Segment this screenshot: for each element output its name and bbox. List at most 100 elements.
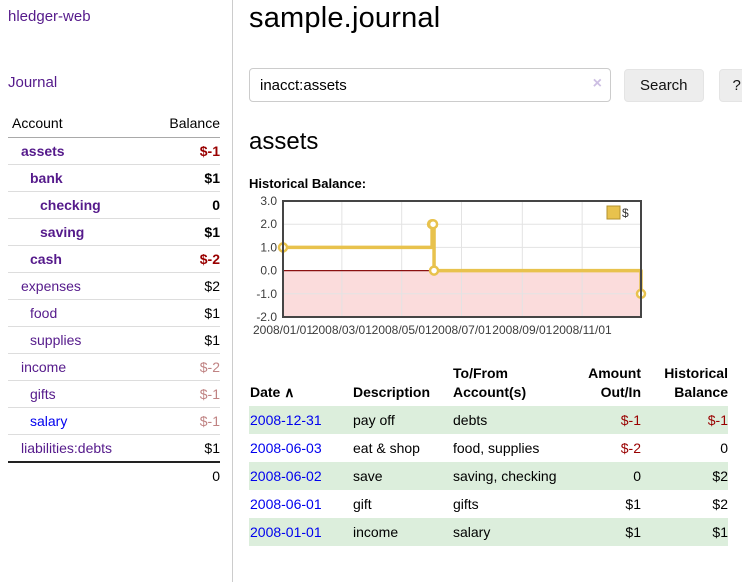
account-link[interactable]: supplies xyxy=(30,332,82,348)
svg-text:2.0: 2.0 xyxy=(260,217,277,231)
account-balance: $-1 xyxy=(199,143,220,159)
account-row: food $1 xyxy=(8,299,220,327)
account-row: saving $1 xyxy=(8,218,220,246)
main-content: sample.journal × Search ? assets Histori… xyxy=(233,0,742,582)
account-heading: assets xyxy=(249,128,319,155)
search-button[interactable]: Search xyxy=(624,68,704,102)
account-balance: 0 xyxy=(147,191,220,219)
transaction-balance: $2 xyxy=(712,468,728,484)
transaction-accounts: food, supplies xyxy=(453,440,540,456)
sidebar-item-journal[interactable]: Journal xyxy=(8,74,58,91)
search-box: × xyxy=(249,68,611,102)
account-link[interactable]: gifts xyxy=(30,386,56,402)
svg-text:2008/09/01: 2008/09/01 xyxy=(492,323,552,337)
accounts-header-balance: Balance xyxy=(147,112,220,138)
transaction-row: 2008-12-31 pay off debts $-1 $-1 xyxy=(249,406,728,434)
svg-text:$: $ xyxy=(622,206,629,220)
register-header-amount: Amount Out/In xyxy=(588,365,641,400)
transaction-row: 2008-01-01 income salary $1 $1 xyxy=(249,518,728,546)
search-help-button[interactable]: ? xyxy=(718,68,742,102)
account-link[interactable]: expenses xyxy=(21,278,81,294)
account-balance: $1 xyxy=(147,218,220,246)
account-row: cash $-2 xyxy=(8,245,220,273)
account-row: checking 0 xyxy=(8,191,220,219)
transaction-description: gift xyxy=(353,496,372,512)
account-balance: $-1 xyxy=(147,380,220,408)
transaction-accounts: saving, checking xyxy=(453,468,557,484)
transaction-date-link[interactable]: 2008-06-03 xyxy=(250,440,322,456)
accounts-table: Account Balance assets $-1 bank $1 checking 0… xyxy=(8,112,220,489)
account-link[interactable]: cash xyxy=(30,251,62,267)
sidebar: hledger-web Journal Account Balance asse… xyxy=(0,0,233,582)
transaction-amount: $-2 xyxy=(620,440,641,456)
search-input[interactable] xyxy=(249,68,611,102)
account-link[interactable]: bank xyxy=(30,170,63,186)
transaction-description: eat & shop xyxy=(353,440,420,456)
account-link[interactable]: assets xyxy=(21,143,65,159)
register-table-body: 2008-12-31 pay off debts $-1 $-1 2008-06-03 ea… xyxy=(249,406,728,546)
transaction-accounts: gifts xyxy=(453,496,479,512)
svg-text:1.0: 1.0 xyxy=(260,240,277,254)
transaction-description: pay off xyxy=(353,412,395,428)
register-header-balance: Historical Balance xyxy=(664,365,728,400)
register-header-date[interactable]: Date ∧ xyxy=(250,384,295,400)
svg-text:2008/01/01: 2008/01/01 xyxy=(253,323,313,337)
transaction-amount: $-1 xyxy=(620,412,641,428)
account-row: liabilities:debts $1 xyxy=(8,434,220,462)
account-row: expenses $2 xyxy=(8,272,220,300)
svg-text:0.0: 0.0 xyxy=(260,264,277,278)
register-header-row: Date ∧ Description To/From Account(s) Am… xyxy=(249,360,728,406)
account-link[interactable]: income xyxy=(21,359,67,375)
account-link[interactable]: liabilities:debts xyxy=(21,440,113,456)
app-title-link[interactable]: hledger-web xyxy=(8,8,91,25)
transaction-balance: $1 xyxy=(712,524,728,540)
account-balance: $1 xyxy=(147,164,220,192)
accounts-total-value: 0 xyxy=(147,461,220,489)
svg-text:-2.0: -2.0 xyxy=(256,310,277,324)
account-balance: $1 xyxy=(147,299,220,327)
svg-text:-1.0: -1.0 xyxy=(256,287,277,301)
chart-label: Historical Balance: xyxy=(249,176,367,191)
account-balance: $1 xyxy=(147,434,220,462)
account-link[interactable]: saving xyxy=(40,224,85,240)
account-row: gifts $-1 xyxy=(8,380,220,408)
transaction-date-link[interactable]: 2008-12-31 xyxy=(250,412,322,428)
svg-text:2008/05/01: 2008/05/01 xyxy=(372,323,432,337)
account-link[interactable]: food xyxy=(30,305,58,321)
account-balance: $-2 xyxy=(147,353,220,381)
transaction-date-link[interactable]: 2008-06-02 xyxy=(250,468,322,484)
accounts-total-row: 0 xyxy=(8,461,220,489)
transaction-balance: 0 xyxy=(720,440,728,456)
account-balance: $-2 xyxy=(147,245,220,273)
transaction-accounts: salary xyxy=(453,524,491,540)
svg-text:2008/11/01: 2008/11/01 xyxy=(553,323,612,337)
svg-text:2008/07/01: 2008/07/01 xyxy=(431,323,491,337)
historical-balance-chart: $3.0 2.0 1.0 0.0 -1.0 -2.02008/01/012008/03/0… xyxy=(253,194,647,337)
accounts-header-account: Account xyxy=(8,112,148,138)
sort-ascending-icon: ∧ xyxy=(284,384,295,400)
account-link[interactable]: salary xyxy=(30,413,68,429)
account-balance: $2 xyxy=(147,272,220,300)
account-link[interactable]: checking xyxy=(40,197,101,213)
transaction-balance: $2 xyxy=(712,496,728,512)
page-title: sample.journal xyxy=(249,2,441,34)
account-balance: $1 xyxy=(147,326,220,354)
register-header-accounts: To/From Account(s) xyxy=(453,365,527,400)
transaction-amount: $1 xyxy=(625,496,641,512)
clear-search-icon[interactable]: × xyxy=(592,75,602,92)
transaction-row: 2008-06-01 gift gifts $1 $2 xyxy=(249,490,728,518)
svg-text:2008/03/01: 2008/03/01 xyxy=(312,323,372,337)
transaction-amount: 0 xyxy=(633,468,641,484)
accounts-table-body: assets $-1 bank $1 checking 0 saving $1 cash $-2 e… xyxy=(8,138,220,462)
transaction-row: 2008-06-02 save saving, checking 0 $2 xyxy=(249,462,728,490)
transaction-date-link[interactable]: 2008-06-01 xyxy=(250,496,322,512)
transaction-description: income xyxy=(353,524,399,540)
account-row: bank $1 xyxy=(8,164,220,192)
search-bar: × Search ? xyxy=(249,68,742,102)
transaction-date-link[interactable]: 2008-01-01 xyxy=(250,524,322,540)
account-balance: $-1 xyxy=(147,407,220,435)
transaction-amount: $1 xyxy=(625,524,641,540)
register-table: Date ∧ Description To/From Account(s) Am… xyxy=(249,360,728,546)
account-row: income $-2 xyxy=(8,353,220,381)
